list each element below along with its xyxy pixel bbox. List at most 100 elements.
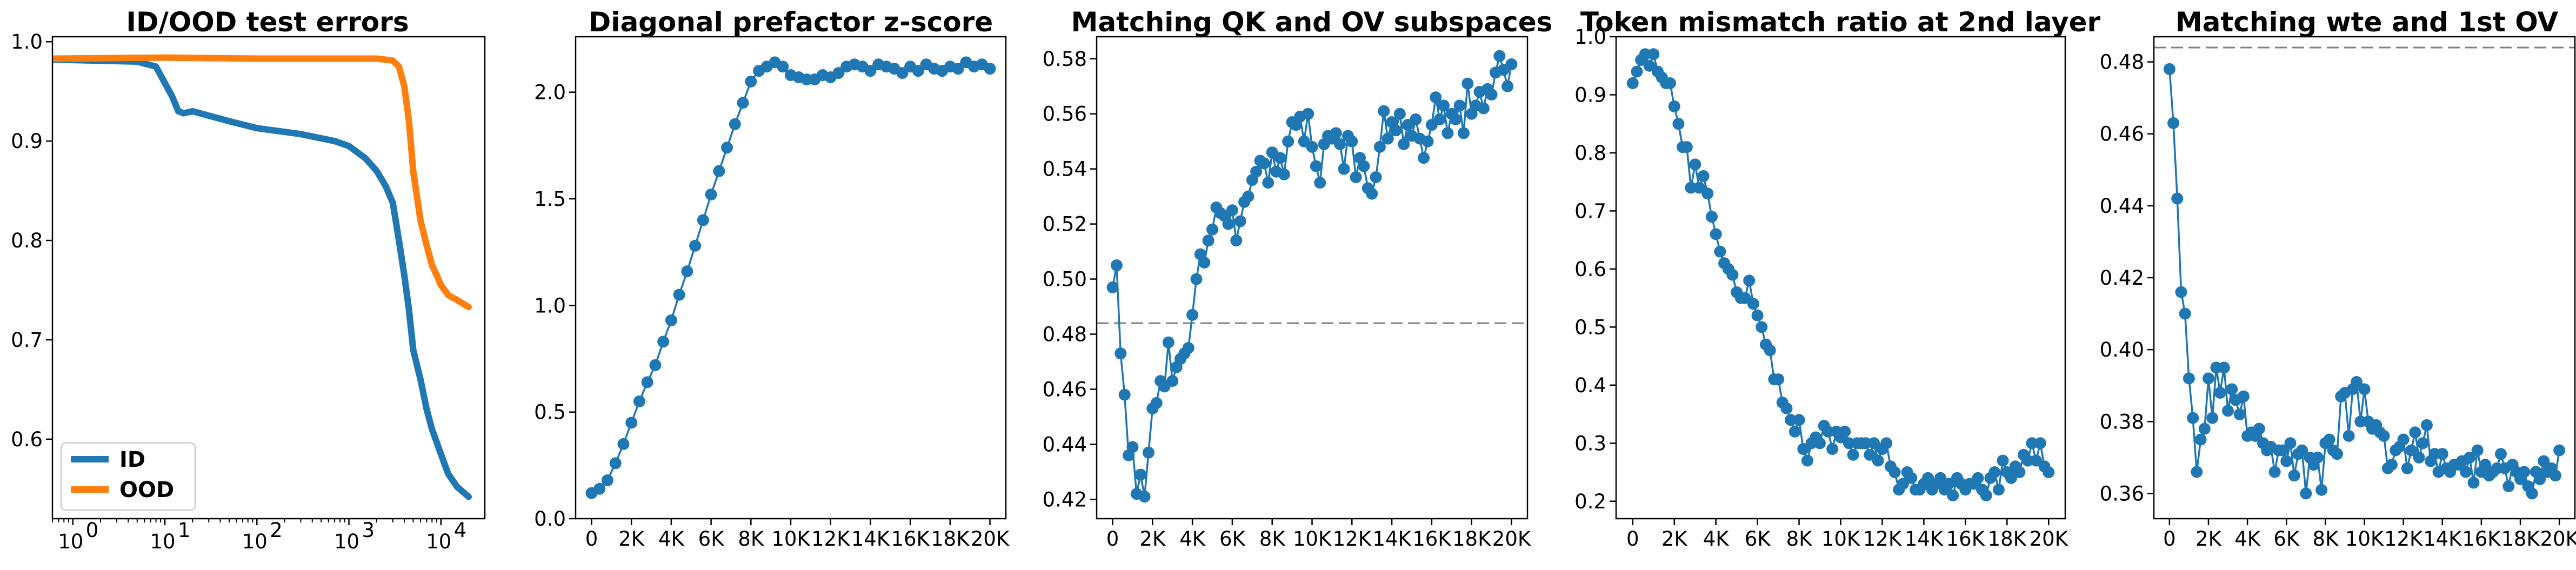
- data-point: [665, 314, 677, 326]
- data-point: [601, 474, 613, 486]
- data-point: [1872, 454, 1884, 467]
- data-point: [2034, 437, 2046, 450]
- data-point: [1477, 102, 1490, 115]
- data-point: [832, 67, 845, 79]
- x-tick-label: 0: [2163, 527, 2176, 551]
- y-tick-label: 0.40: [2100, 338, 2144, 361]
- data-point: [2397, 433, 2410, 446]
- x-tick-exponent: 2: [270, 519, 283, 542]
- data-point: [2296, 444, 2308, 457]
- data-point: [1118, 388, 1131, 401]
- data-point: [1643, 59, 1656, 72]
- x-tick-label: 12K: [2384, 527, 2424, 551]
- data-point: [2206, 412, 2219, 424]
- data-point: [1897, 478, 1909, 490]
- data-point: [721, 142, 733, 154]
- data-point: [2343, 430, 2355, 442]
- data-point: [1839, 425, 1851, 438]
- x-tick-label: 18K: [1988, 527, 2027, 551]
- data-point: [864, 65, 877, 77]
- data-point: [2351, 376, 2363, 388]
- data-point: [1668, 100, 1680, 112]
- y-tick-label: 0.5: [534, 401, 566, 424]
- data-point: [1226, 204, 1238, 217]
- data-point: [1430, 91, 1442, 104]
- data-point: [1726, 269, 1739, 281]
- data-point: [641, 376, 653, 388]
- data-point: [2401, 462, 2413, 474]
- data-point: [745, 75, 757, 88]
- x-tick-label: 10K: [1821, 527, 1861, 551]
- data-point: [2518, 466, 2531, 478]
- data-point: [649, 359, 662, 371]
- data-point: [1150, 397, 1163, 409]
- x-tick-label: 0: [585, 527, 598, 551]
- y-tick-label: 0.6: [1574, 258, 1606, 281]
- data-point: [2021, 454, 2034, 467]
- y-tick-label: 0.7: [11, 328, 43, 352]
- panel-title: ID/OOD test errors: [126, 6, 409, 38]
- y-tick-label: 0.3: [1574, 432, 1606, 455]
- data-point: [2005, 472, 2017, 484]
- data-point: [1457, 127, 1470, 139]
- data-point: [1346, 135, 1358, 147]
- series-line: [52, 56, 472, 500]
- x-tick-label: 8K: [1259, 527, 1286, 551]
- data-point: [1793, 414, 1805, 426]
- data-point: [1814, 437, 1826, 450]
- legend-label: OOD: [119, 478, 174, 502]
- data-point: [2413, 451, 2425, 464]
- data-point: [2534, 473, 2546, 485]
- data-point: [1398, 138, 1410, 150]
- data-point: [1980, 489, 1992, 502]
- data-point: [2358, 383, 2371, 395]
- data-point: [912, 65, 924, 77]
- data-point: [2331, 448, 2344, 460]
- data-point: [1126, 441, 1139, 453]
- data-point: [2409, 426, 2421, 439]
- x-tick-label: 0: [1106, 527, 1119, 551]
- data-point: [1358, 160, 1370, 172]
- data-point: [1242, 190, 1254, 203]
- data-point: [1142, 446, 1154, 459]
- data-point: [2385, 459, 2398, 471]
- data-point: [1334, 138, 1346, 150]
- y-tick-label: 0.48: [2100, 51, 2144, 74]
- x-tick-label: 6K: [1745, 527, 1772, 551]
- x-tick-label: 18K: [2501, 527, 2540, 551]
- y-tick-label: 0.44: [2100, 195, 2144, 218]
- data-point: [1992, 484, 2005, 496]
- data-point: [1693, 182, 1705, 194]
- y-tick-label: 0.54: [1043, 158, 1087, 181]
- y-tick-label: 0.8: [11, 229, 43, 252]
- series-0: [2163, 63, 2566, 500]
- data-point: [1450, 113, 1462, 125]
- x-tick-label: 10: [242, 530, 268, 553]
- data-point: [2471, 444, 2484, 457]
- y-tick-label: 1.0: [11, 30, 43, 53]
- data-point: [1743, 274, 1756, 287]
- y-tick-label: 0.56: [1043, 103, 1087, 126]
- x-tick-label: 4K: [2234, 527, 2261, 551]
- data-point: [1664, 77, 1677, 89]
- data-point: [1934, 472, 1947, 484]
- x-tick-label: 20K: [971, 527, 1010, 551]
- data-point: [1306, 140, 1318, 153]
- series-0: [1626, 48, 2055, 502]
- x-tick-exponent: 3: [362, 519, 375, 542]
- data-point: [1972, 472, 1984, 484]
- data-point: [1282, 135, 1294, 147]
- data-point: [1905, 472, 1918, 484]
- data-point: [1710, 228, 1722, 240]
- series-ood: [52, 54, 472, 311]
- data-point: [2233, 408, 2246, 420]
- data-point: [625, 417, 638, 429]
- data-point: [2222, 405, 2234, 417]
- data-point: [2187, 412, 2199, 424]
- data-point: [2460, 466, 2472, 478]
- data-point: [1418, 152, 1430, 164]
- data-point: [2277, 444, 2289, 457]
- data-point: [1190, 273, 1203, 285]
- x-tick-label: 14K: [2423, 527, 2462, 551]
